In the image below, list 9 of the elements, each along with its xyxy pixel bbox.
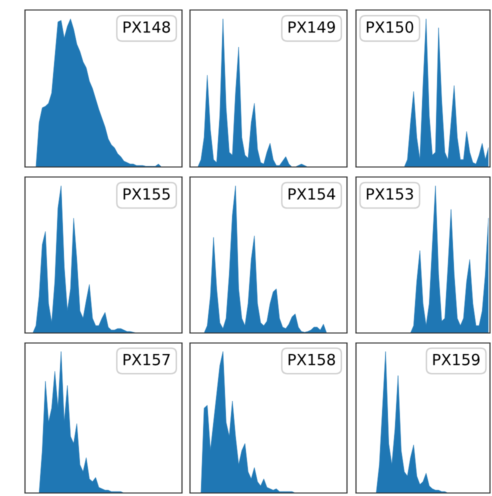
chart-title: PX154 (288, 188, 336, 200)
chart-title: PX158 (288, 354, 335, 366)
chart-title: PX159 (433, 354, 480, 366)
chart-title: PX157 (124, 354, 170, 366)
chart-title: PX155 (124, 188, 170, 200)
chart-title: PX149 (288, 21, 335, 33)
chart-title: PX150 (366, 21, 414, 33)
chart-title: PX153 (366, 188, 413, 200)
chart-title: PX148 (124, 21, 170, 33)
